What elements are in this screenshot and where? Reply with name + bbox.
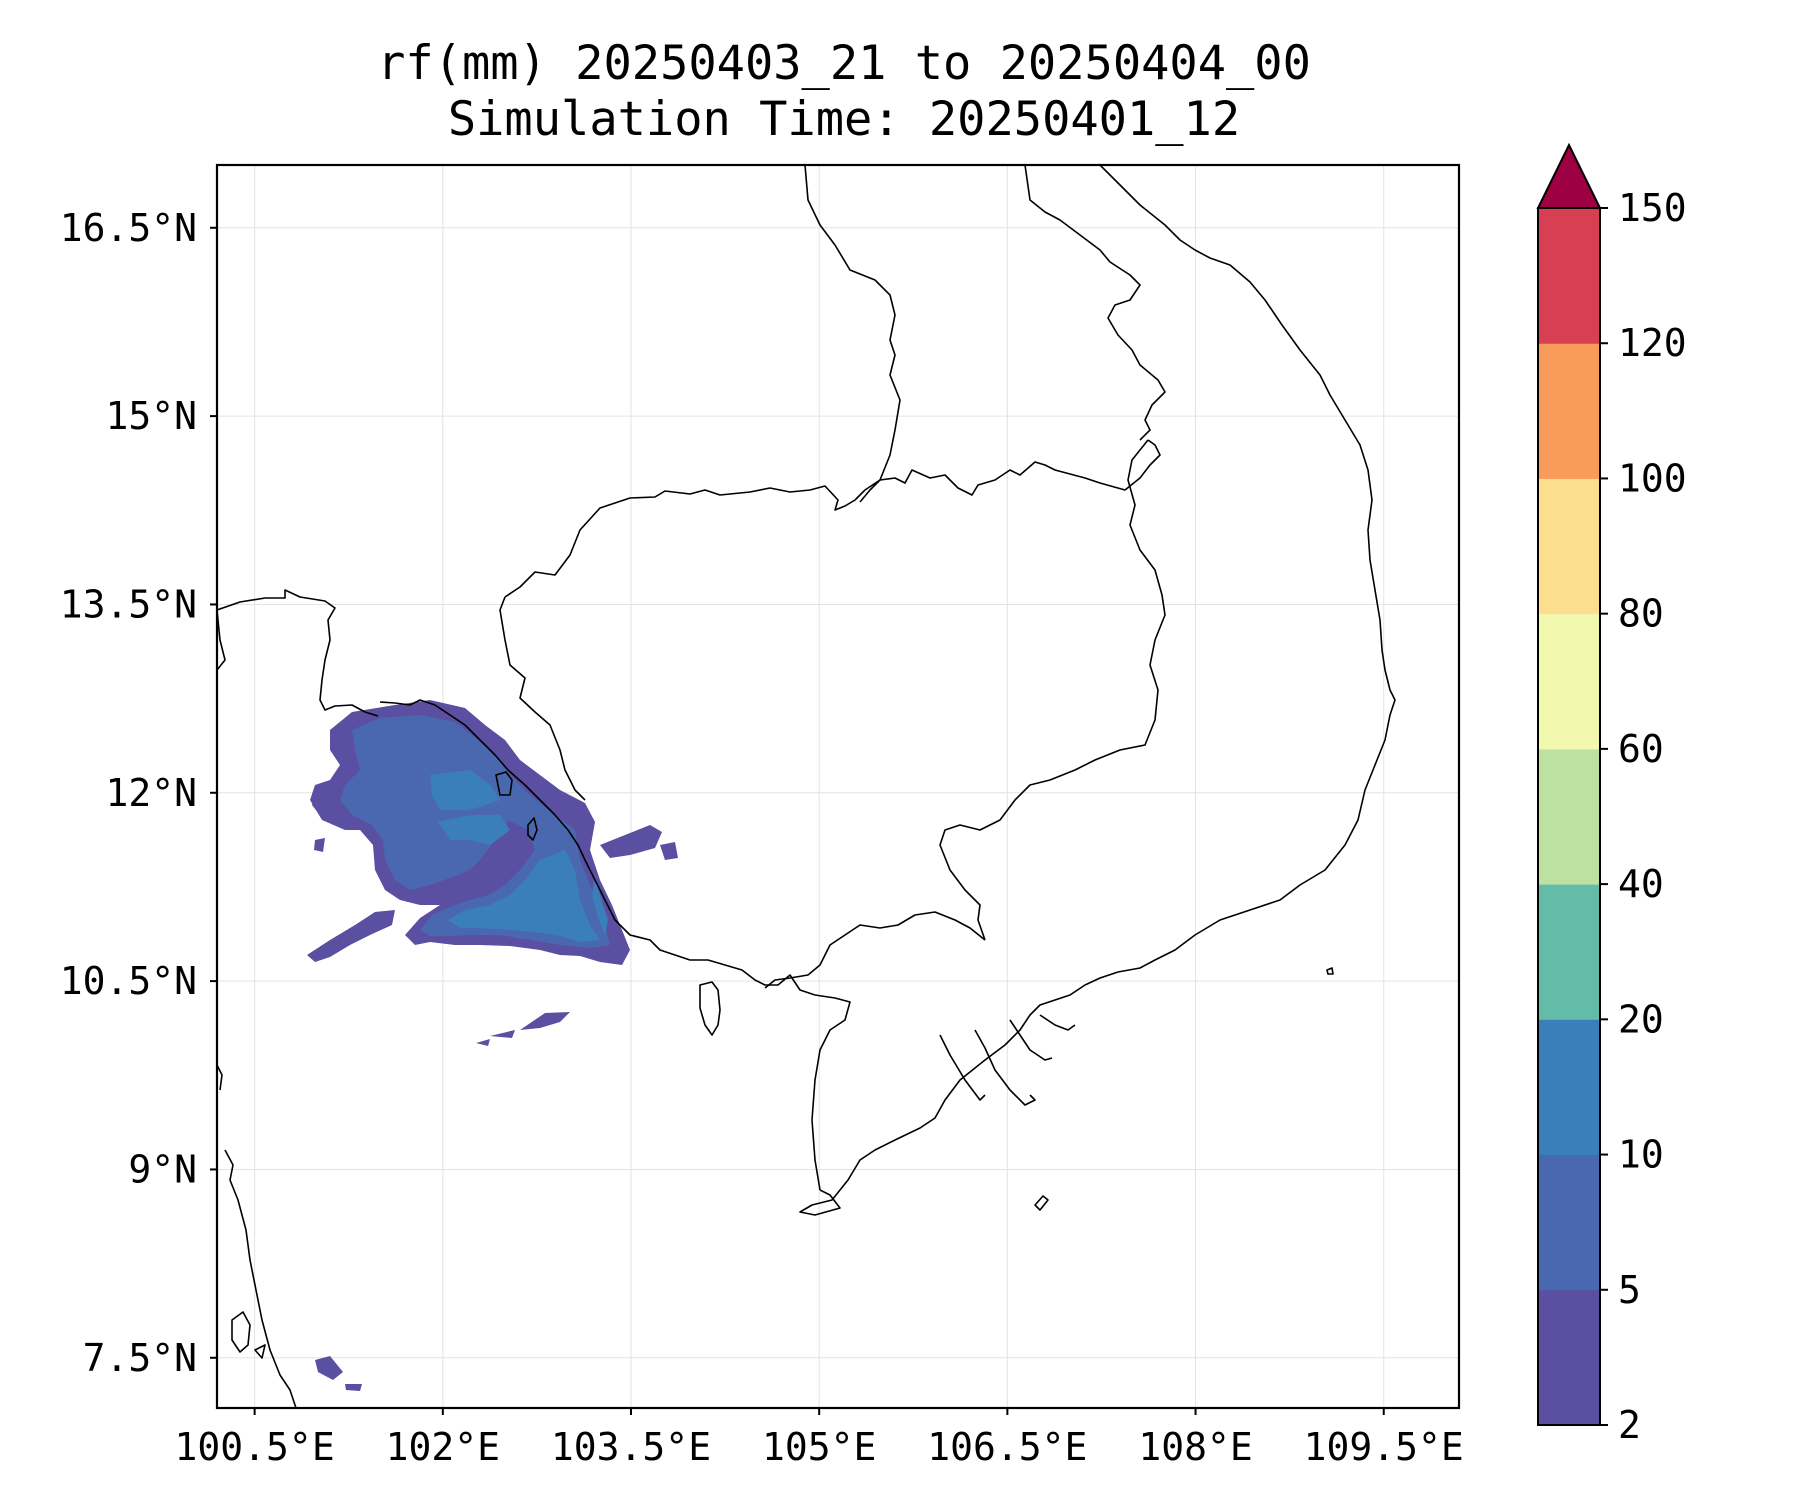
mekong-river-mouths	[939, 1014, 1076, 1106]
colorbar-tick-label: 60	[1618, 727, 1664, 771]
lon-tick-label: 109.5°E	[1304, 1425, 1464, 1469]
rain-area-2-5-south3	[476, 1039, 490, 1046]
mekong-delta-coastline	[799, 971, 1119, 1216]
latitude-tick-labels: 16.5°N 15°N 13.5°N 12°N 10.5°N 9°N 7.5°N	[60, 206, 197, 1380]
cambodia-west-border	[499, 596, 586, 801]
lat-tick-label: 13.5°N	[60, 582, 197, 626]
lon-tick-label: 102°E	[386, 1425, 500, 1469]
thailand-east-coastline	[217, 609, 226, 671]
thailand-coast-islands	[231, 1311, 266, 1359]
map-frame	[215, 163, 1461, 1410]
vietnam-coastline	[1099, 165, 1396, 973]
rain-area-10-20-c	[448, 850, 600, 942]
lat-tick-label: 9°N	[128, 1147, 197, 1191]
koh-kong-island	[495, 771, 513, 796]
colorbar-segment	[1538, 1154, 1600, 1291]
phu-quy-island	[1326, 967, 1334, 975]
con-dao-island	[1034, 1195, 1049, 1211]
gulf-coastline-vietnam-west	[379, 699, 851, 1191]
rain-area-2-5-east2	[660, 842, 678, 860]
koh-rong-island	[527, 817, 538, 841]
lon-tick-label: 103.5°E	[551, 1425, 711, 1469]
colorbar-segment	[1538, 478, 1600, 615]
thailand-laos-border	[804, 165, 901, 503]
rain-area-10-20-b	[438, 815, 510, 845]
colorbar-segments	[1538, 208, 1600, 1426]
thailand-southern-coastline	[217, 1064, 297, 1408]
rainfall-contours	[307, 700, 678, 1391]
colorbar-segment	[1538, 1019, 1600, 1156]
lon-tick-label: 100.5°E	[175, 1425, 335, 1469]
cambodia-vietnam-south-border	[764, 911, 986, 989]
rain-area-2-5-far-south	[315, 1356, 343, 1380]
cambodia-east-border	[939, 439, 1166, 941]
lat-tick-label: 7.5°N	[83, 1336, 197, 1380]
lon-tick-label: 105°E	[762, 1425, 876, 1469]
rain-area-2-5-east	[600, 825, 662, 858]
colorbar-ticks	[1600, 207, 1608, 1426]
rain-area-2-5-south1	[520, 1012, 570, 1030]
lat-tick-label: 16.5°N	[60, 206, 197, 250]
rain-area-2-5-sw	[307, 910, 395, 962]
colorbar-segment	[1538, 343, 1600, 479]
lat-tick-label: 10.5°N	[60, 959, 197, 1003]
colorbar-tick-label: 100	[1618, 456, 1687, 500]
colorbar-tick-label: 2	[1618, 1403, 1641, 1447]
rain-area-2-5-nw-speck	[314, 838, 325, 852]
lon-tick-label: 106.5°E	[927, 1425, 1087, 1469]
laos-vietnam-border	[1024, 165, 1166, 441]
colorbar-frame	[1537, 207, 1601, 1426]
colorbar-tick-label: 5	[1618, 1268, 1641, 1312]
chart-title-line2: Simulation Time: 20250401_12	[448, 92, 1240, 147]
lat-tick-label: 15°N	[105, 394, 197, 438]
chart-title-line1: rf(mm) 20250403_21 to 20250404_00	[377, 36, 1311, 91]
phu-quoc-island	[699, 981, 721, 1036]
lat-tick-label: 12°N	[105, 771, 197, 815]
thailand-cambodia-border	[217, 589, 379, 717]
colorbar-extend-triangle	[1536, 142, 1602, 209]
map-panel: 100.5°E 102°E 103.5°E 105°E 106.5°E 108°E 109.…	[60, 163, 1464, 1469]
colorbar-tick-label: 150	[1618, 186, 1687, 230]
rain-area-2-5-west	[312, 785, 345, 818]
gridlines	[217, 165, 1459, 1408]
cambodia-north-border	[504, 439, 1161, 598]
colorbar-segment	[1538, 884, 1600, 1020]
axis-ticks	[210, 226, 1385, 1415]
colorbar-segment	[1538, 208, 1600, 344]
rain-area-10-20-d	[592, 875, 608, 935]
colorbar-segment	[1538, 748, 1600, 885]
colorbar-tick-label: 80	[1618, 592, 1664, 636]
colorbar-tick-labels: 2 5 10 20 40 60 80 100 120 150	[1618, 186, 1687, 1447]
rain-area-2-5-far-south2	[345, 1384, 362, 1391]
colorbar: 2 5 10 20 40 60 80 100 120 150	[1536, 142, 1687, 1447]
colorbar-segment	[1538, 1289, 1600, 1426]
colorbar-tick-label: 120	[1618, 321, 1687, 365]
colorbar-tick-label: 20	[1618, 997, 1664, 1041]
rain-area-10-20-a	[430, 770, 500, 810]
rain-area-2-5-south2	[490, 1030, 515, 1038]
lon-tick-label: 108°E	[1138, 1425, 1252, 1469]
longitude-tick-labels: 100.5°E 102°E 103.5°E 105°E 106.5°E 108°E 109.…	[175, 1425, 1464, 1469]
coastlines-and-borders	[217, 165, 1396, 1408]
colorbar-segment	[1538, 613, 1600, 750]
colorbar-tick-label: 40	[1618, 862, 1664, 906]
colorbar-tick-label: 10	[1618, 1133, 1664, 1177]
